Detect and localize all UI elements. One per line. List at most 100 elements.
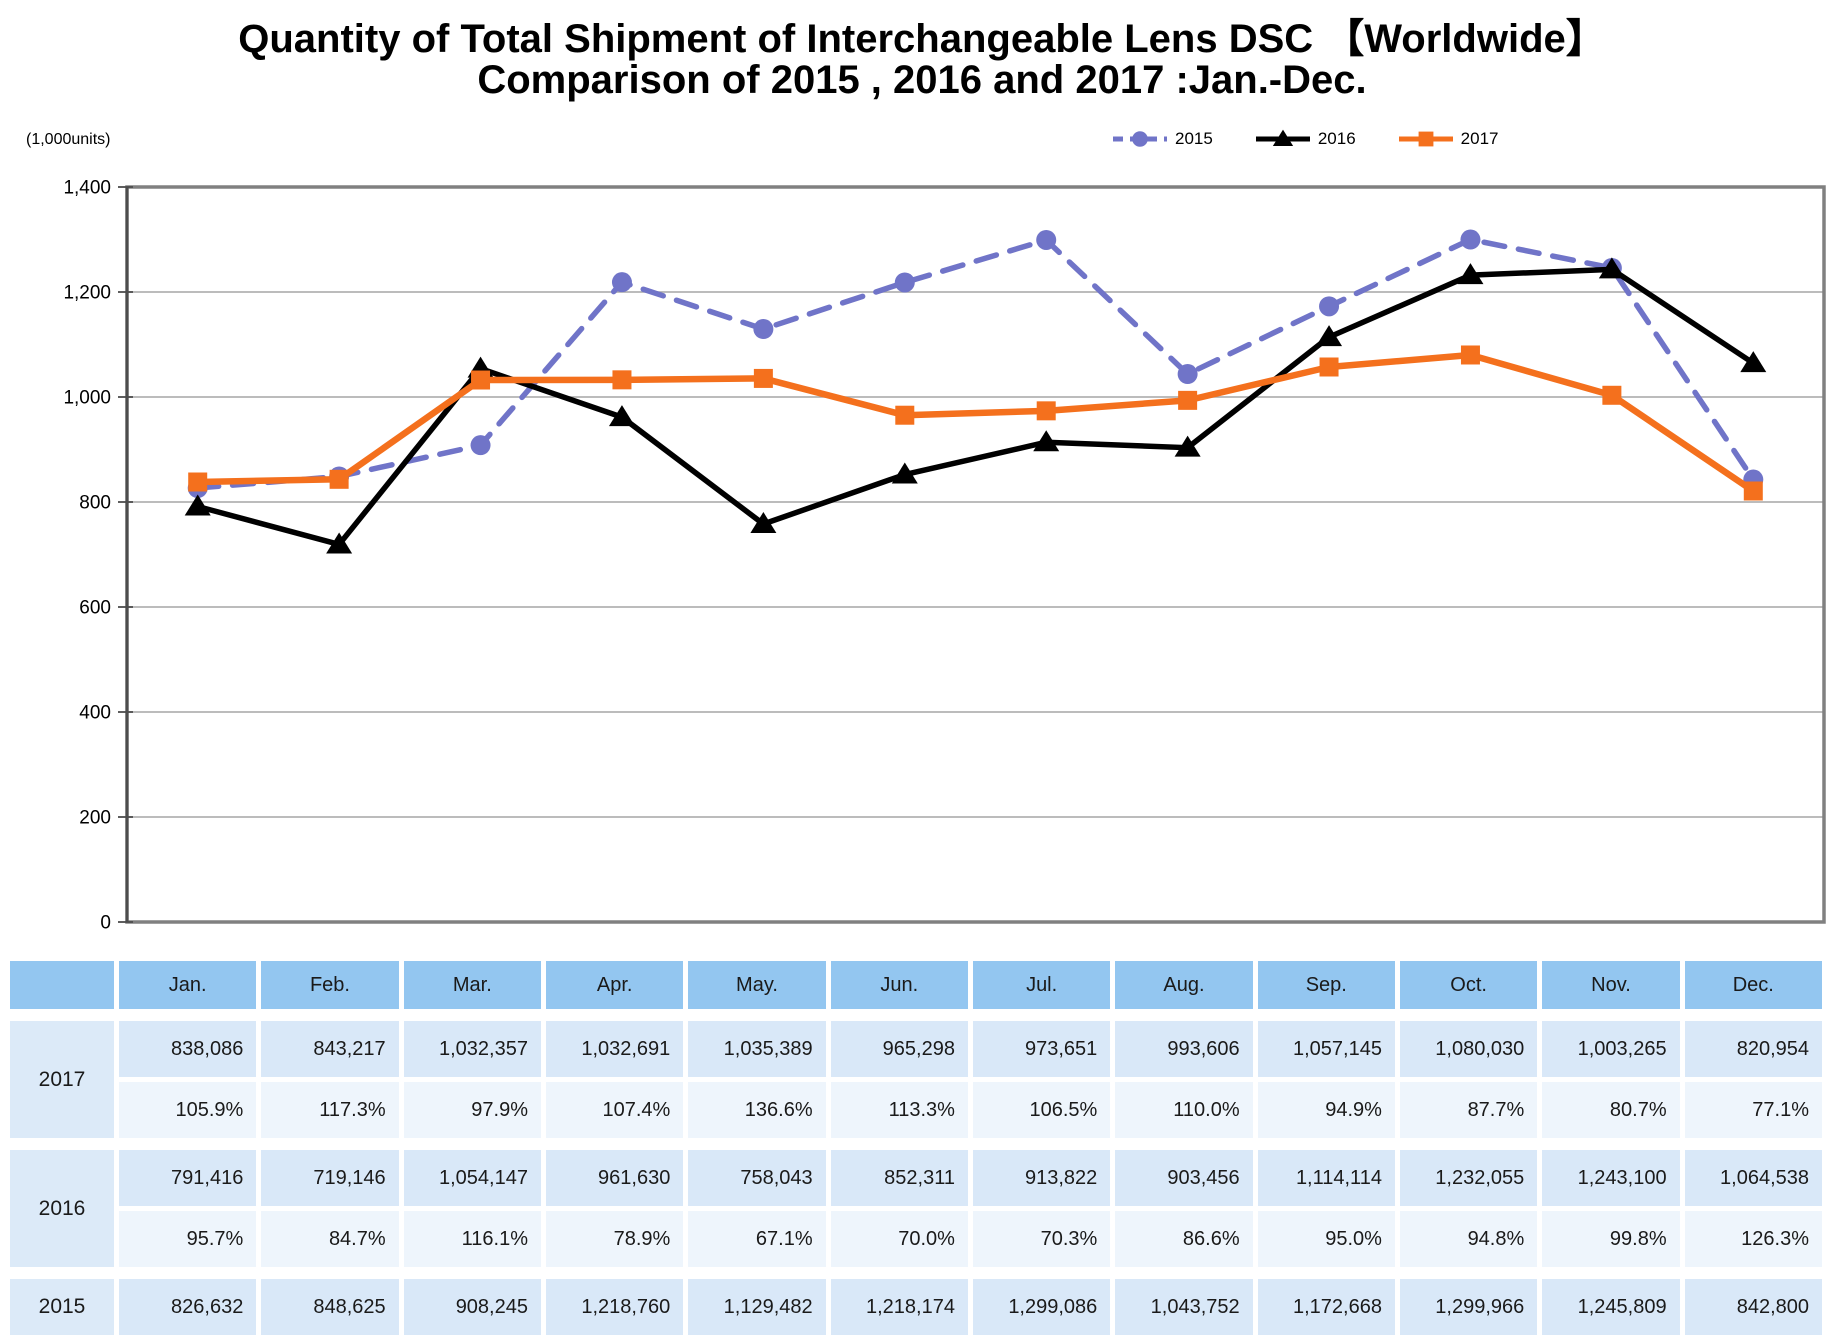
value-cell: 1,043,752 xyxy=(1115,1279,1253,1335)
data-point-marker xyxy=(329,469,349,489)
value-cell: 1,245,809 xyxy=(1542,1279,1680,1335)
y-axis-tick-label: 400 xyxy=(79,703,111,724)
legend-marker-2016 xyxy=(1255,129,1310,147)
legend-item-2016: 2016 xyxy=(1255,129,1356,149)
percent-cell: 80.7% xyxy=(1542,1082,1680,1145)
data-point-marker xyxy=(1460,345,1480,365)
series-line-2017 xyxy=(194,351,1757,495)
page-title-line1: Quantity of Total Shipment of Interchang… xyxy=(238,17,1606,61)
table-header-row: Jan. Feb. Mar. Apr. May. Jun. Jul. Aug. Sep. Oct.… xyxy=(10,961,1822,1016)
value-cell: 791,416 xyxy=(119,1150,257,1206)
percent-cell: 70.3% xyxy=(972,1211,1111,1274)
percent-cell: 126.3% xyxy=(1684,1211,1822,1274)
y-axis-tick-label: 1,000 xyxy=(63,388,111,409)
value-cell: 1,243,100 xyxy=(1542,1150,1680,1206)
value-cell: 1,003,265 xyxy=(1542,1021,1680,1077)
table-row-2017-percents: 105.9% 117.3% 97.9% 107.4% 136.6% 113.3% 106.5… xyxy=(10,1082,1822,1145)
month-header-cell: Apr. xyxy=(545,961,684,1016)
data-point-marker xyxy=(1177,364,1198,385)
y-axis-tick-label: 1,400 xyxy=(63,178,111,199)
series-line-2015 xyxy=(194,236,1757,491)
value-cell: 1,172,668 xyxy=(1257,1279,1395,1335)
value-cell: 1,232,055 xyxy=(1399,1150,1538,1206)
data-point-marker xyxy=(1178,390,1198,410)
month-header-cell: Jul. xyxy=(972,961,1111,1016)
page-title-line2: Comparison of 2015 , 2016 and 2017 :Jan.… xyxy=(477,58,1367,102)
value-cell: 1,299,086 xyxy=(972,1279,1111,1335)
value-cell: 1,080,030 xyxy=(1399,1021,1538,1077)
value-cell: 1,299,966 xyxy=(1399,1279,1538,1335)
y-axis-tick-label: 200 xyxy=(79,808,111,829)
data-point-marker xyxy=(891,462,918,484)
percent-cell: 99.8% xyxy=(1542,1211,1680,1274)
month-header-cell: Mar. xyxy=(403,961,541,1016)
data-point-marker xyxy=(188,472,208,492)
value-cell: 843,217 xyxy=(261,1021,399,1077)
value-cell: 1,064,538 xyxy=(1684,1150,1822,1206)
table-row-2016-percents: 95.7% 84.7% 116.1% 78.9% 67.1% 70.0% 70.3% 86.6… xyxy=(10,1211,1822,1274)
percent-cell: 116.1% xyxy=(403,1211,541,1274)
value-cell: 1,035,389 xyxy=(688,1021,826,1077)
percent-cell: 106.5% xyxy=(972,1082,1111,1145)
legend-marker-2017 xyxy=(1398,131,1453,147)
month-header-cell: Sep. xyxy=(1257,961,1395,1016)
data-point-marker xyxy=(753,368,773,388)
month-header-cell: Jun. xyxy=(830,961,968,1016)
value-cell: 908,245 xyxy=(403,1279,541,1335)
value-cell: 961,630 xyxy=(545,1150,684,1206)
percent-cell: 78.9% xyxy=(545,1211,684,1274)
value-cell: 1,032,357 xyxy=(403,1021,541,1077)
data-point-marker xyxy=(470,435,491,456)
data-point-marker xyxy=(1460,229,1481,250)
table-corner-cell xyxy=(10,961,114,1016)
month-header-cell: Dec. xyxy=(1684,961,1822,1016)
line-chart: 0 200 400 600 800 1,000 1,200 1,400 xyxy=(63,178,1826,934)
data-point-marker xyxy=(184,494,211,516)
y-axis-tick-label: 0 xyxy=(100,913,111,934)
month-header-cell: Feb. xyxy=(261,961,399,1016)
chart-legend: 2015 2016 2017 xyxy=(1112,129,1498,149)
data-point-marker xyxy=(1319,296,1340,317)
y-axis-units-label: (1,000units) xyxy=(26,131,111,148)
value-cell: 820,954 xyxy=(1684,1021,1822,1077)
data-point-marker xyxy=(1272,129,1293,147)
value-cell: 1,129,482 xyxy=(688,1279,826,1335)
data-point-marker xyxy=(1319,357,1339,377)
value-cell: 852,311 xyxy=(830,1150,968,1206)
data-point-marker xyxy=(895,405,915,425)
table-row-2015-values: 2015 826,632 848,625 908,245 1,218,760 1,129,… xyxy=(10,1279,1822,1335)
data-point-marker xyxy=(1033,430,1060,452)
month-header-cell: Oct. xyxy=(1399,961,1538,1016)
percent-cell: 95.0% xyxy=(1257,1211,1395,1274)
data-point-marker xyxy=(1598,257,1625,279)
series-line-2016 xyxy=(194,266,1757,548)
data-point-marker xyxy=(750,512,777,534)
percent-cell: 94.8% xyxy=(1399,1211,1538,1274)
value-cell: 1,218,760 xyxy=(545,1279,684,1335)
legend-item-2017: 2017 xyxy=(1398,129,1499,149)
data-point-marker xyxy=(894,272,915,293)
year-cell: 2015 xyxy=(10,1279,114,1335)
percent-cell: 113.3% xyxy=(830,1082,968,1145)
month-header-cell: May. xyxy=(688,961,826,1016)
legend-item-2015: 2015 xyxy=(1112,129,1213,149)
value-cell: 973,651 xyxy=(972,1021,1111,1077)
value-cell: 719,146 xyxy=(261,1150,399,1206)
percent-cell: 95.7% xyxy=(119,1211,257,1274)
data-point-marker xyxy=(611,272,632,293)
value-cell: 965,298 xyxy=(830,1021,968,1077)
value-cell: 1,057,145 xyxy=(1257,1021,1395,1077)
data-table-wrap: Jan. Feb. Mar. Apr. May. Jun. Jul. Aug. Sep. Oct.… xyxy=(10,961,1832,1344)
data-point-marker xyxy=(1418,131,1434,147)
percent-cell: 86.6% xyxy=(1115,1211,1253,1274)
percent-cell: 110.0% xyxy=(1115,1082,1253,1145)
value-cell: 1,054,147 xyxy=(403,1150,541,1206)
value-cell: 848,625 xyxy=(261,1279,399,1335)
month-header-cell: Jan. xyxy=(119,961,257,1016)
table-row-2017-values: 2017 838,086 843,217 1,032,357 1,032,691 1,03… xyxy=(10,1021,1822,1145)
data-point-marker xyxy=(1743,481,1763,501)
percent-cell: 87.7% xyxy=(1399,1082,1538,1145)
legend-label: 2017 xyxy=(1460,129,1499,148)
legend-marker-2015 xyxy=(1113,131,1167,147)
